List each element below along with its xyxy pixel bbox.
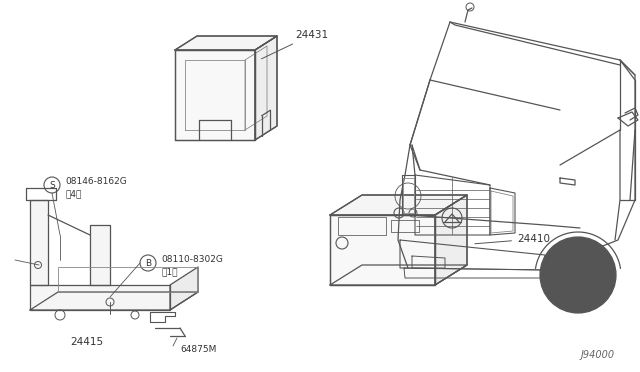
Text: 24415: 24415 [70,337,103,347]
Text: B: B [145,259,151,267]
Text: 24410: 24410 [475,234,550,244]
Polygon shape [435,195,467,285]
Circle shape [540,237,616,313]
Text: J94000: J94000 [581,350,615,360]
Polygon shape [170,267,198,310]
Polygon shape [175,36,277,50]
Polygon shape [30,200,48,285]
Text: 08146-8162G: 08146-8162G [65,177,127,186]
Polygon shape [330,215,435,285]
Polygon shape [30,292,198,310]
Polygon shape [175,50,255,140]
Text: 24431: 24431 [262,30,328,59]
Polygon shape [90,225,110,285]
Polygon shape [330,265,467,285]
Text: 64875M: 64875M [180,346,216,355]
Text: 08110-8302G: 08110-8302G [161,256,223,264]
Polygon shape [30,285,170,310]
Text: S: S [49,180,55,189]
Text: （1）: （1） [161,267,177,276]
Text: （4）: （4） [65,189,81,199]
Polygon shape [255,36,277,140]
Polygon shape [330,195,467,215]
